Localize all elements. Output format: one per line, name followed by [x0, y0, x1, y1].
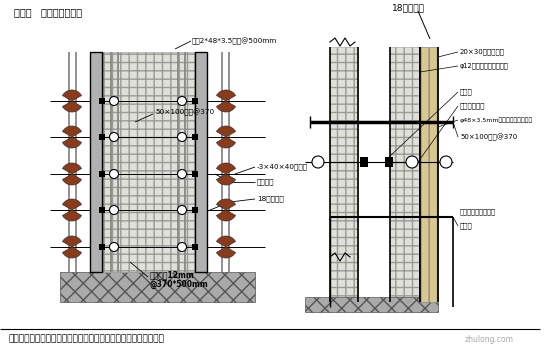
Polygon shape	[99, 207, 105, 213]
Text: 限位箍: 限位箍	[460, 89, 473, 95]
Polygon shape	[60, 272, 255, 302]
Wedge shape	[217, 174, 236, 185]
Polygon shape	[192, 98, 198, 104]
Text: φ12钢筋焊接固定止水片: φ12钢筋焊接固定止水片	[460, 63, 508, 69]
Polygon shape	[192, 171, 198, 177]
Wedge shape	[217, 163, 236, 174]
Text: -3×40×40止水环: -3×40×40止水环	[257, 164, 308, 170]
Text: zhulong.com: zhulong.com	[465, 335, 514, 343]
Polygon shape	[385, 157, 393, 167]
Text: 18厚木垫块: 18厚木垫块	[257, 196, 284, 202]
Wedge shape	[217, 236, 236, 247]
Polygon shape	[195, 52, 207, 272]
Circle shape	[110, 170, 119, 178]
Wedge shape	[63, 126, 82, 137]
Polygon shape	[192, 207, 198, 213]
Wedge shape	[217, 90, 236, 101]
Text: 18厚胶合板: 18厚胶合板	[392, 4, 425, 12]
Polygon shape	[192, 244, 198, 250]
Text: 垫层：底板；梁侧板: 垫层：底板；梁侧板	[460, 209, 496, 215]
Circle shape	[406, 156, 418, 168]
Wedge shape	[63, 236, 82, 247]
Polygon shape	[360, 157, 368, 167]
Polygon shape	[420, 47, 438, 302]
Wedge shape	[217, 101, 236, 112]
Text: @370*500mm: @370*500mm	[150, 280, 209, 288]
Polygon shape	[102, 52, 195, 272]
Circle shape	[110, 132, 119, 141]
Polygon shape	[99, 134, 105, 140]
Text: φ48×3.5mm钢管加山型卡件固定: φ48×3.5mm钢管加山型卡件固定	[460, 117, 533, 123]
Text: 防水砼墙水平施工缝、止水钢板及止水螺杆、模板支撑大样（一）: 防水砼墙水平施工缝、止水钢板及止水螺杆、模板支撑大样（一）	[8, 335, 164, 343]
Text: 20×30膨胀止水条: 20×30膨胀止水条	[460, 49, 505, 55]
Circle shape	[178, 96, 186, 106]
Text: 50×100松方@370: 50×100松方@370	[460, 133, 517, 141]
Text: 对拉螺栓12mm: 对拉螺栓12mm	[150, 271, 195, 280]
Wedge shape	[63, 163, 82, 174]
Text: 墙施缝: 墙施缝	[460, 223, 473, 229]
Circle shape	[178, 242, 186, 251]
Circle shape	[110, 96, 119, 106]
Wedge shape	[63, 210, 82, 221]
Circle shape	[110, 206, 119, 215]
Polygon shape	[90, 52, 102, 272]
Polygon shape	[99, 171, 105, 177]
Polygon shape	[99, 244, 105, 250]
Wedge shape	[217, 247, 236, 258]
Wedge shape	[217, 199, 236, 210]
Text: 专用钢筋卡件: 专用钢筋卡件	[460, 103, 486, 109]
Wedge shape	[63, 247, 82, 258]
Wedge shape	[217, 126, 236, 137]
Polygon shape	[99, 98, 105, 104]
Circle shape	[312, 156, 324, 168]
Circle shape	[178, 170, 186, 178]
Text: 大棒2*48*3.5钢管@500mm: 大棒2*48*3.5钢管@500mm	[192, 37, 277, 45]
Wedge shape	[63, 137, 82, 148]
Polygon shape	[390, 47, 420, 302]
Polygon shape	[330, 47, 358, 302]
Circle shape	[178, 132, 186, 141]
Wedge shape	[217, 137, 236, 148]
Wedge shape	[217, 210, 236, 221]
Text: 50×100松方@370: 50×100松方@370	[155, 108, 214, 116]
Circle shape	[110, 242, 119, 251]
Polygon shape	[192, 134, 198, 140]
Wedge shape	[63, 101, 82, 112]
Text: （七）   模板支撑大样：: （七） 模板支撑大样：	[14, 7, 82, 17]
Circle shape	[178, 206, 186, 215]
Wedge shape	[63, 174, 82, 185]
Circle shape	[440, 156, 452, 168]
Text: 止水螺杆: 止水螺杆	[257, 179, 274, 185]
Wedge shape	[63, 199, 82, 210]
Wedge shape	[63, 90, 82, 101]
Polygon shape	[305, 297, 438, 312]
